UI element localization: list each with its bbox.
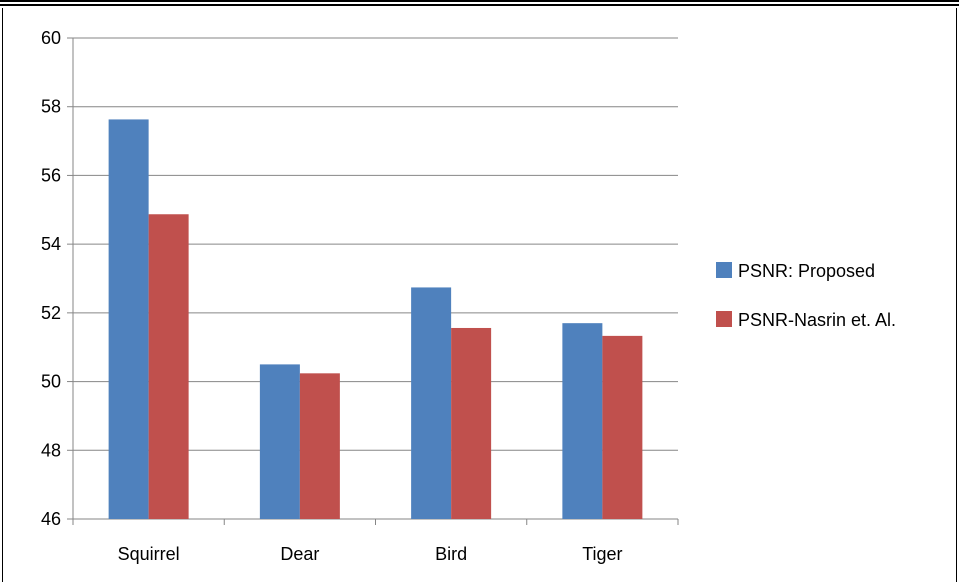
bar-squirrel-series-1	[108, 119, 149, 520]
right-frame-border	[956, 8, 957, 582]
legend: PSNR: Proposed PSNR-Nasrin et. Al.	[716, 261, 896, 330]
bar-squirrel-series-2	[148, 214, 189, 519]
category-labels: Squirrel Dear Bird Tiger	[118, 544, 623, 564]
y-tick-label: 52	[41, 303, 61, 323]
y-tick-label: 50	[41, 372, 61, 392]
top-frame-border	[0, 0, 959, 6]
y-tick-label: 54	[41, 234, 61, 254]
bar-bird-series-1	[411, 287, 452, 519]
category-label: Tiger	[582, 544, 622, 564]
bar-tiger-series-1	[562, 323, 603, 519]
legend-swatch	[716, 262, 732, 278]
bars	[108, 119, 643, 520]
y-tick-label: 58	[41, 97, 61, 117]
bar-dear-series-1	[259, 364, 300, 519]
category-label: Squirrel	[118, 544, 180, 564]
y-tick-label: 46	[41, 509, 61, 529]
category-label: Bird	[435, 544, 467, 564]
bar-tiger-series-2	[602, 335, 643, 519]
y-tick-label: 48	[41, 440, 61, 460]
left-frame-border	[2, 8, 3, 582]
y-tick-labels: 46 48 50 52 54 56 58 60	[41, 28, 61, 529]
legend-swatch	[716, 311, 732, 327]
category-label: Dear	[280, 544, 319, 564]
legend-label: PSNR-Nasrin et. Al.	[738, 310, 896, 330]
bar-dear-series-2	[299, 373, 340, 519]
y-tick-label: 60	[41, 28, 61, 48]
bar-bird-series-2	[451, 327, 492, 519]
y-tick-label: 56	[41, 165, 61, 185]
legend-label: PSNR: Proposed	[738, 261, 875, 281]
